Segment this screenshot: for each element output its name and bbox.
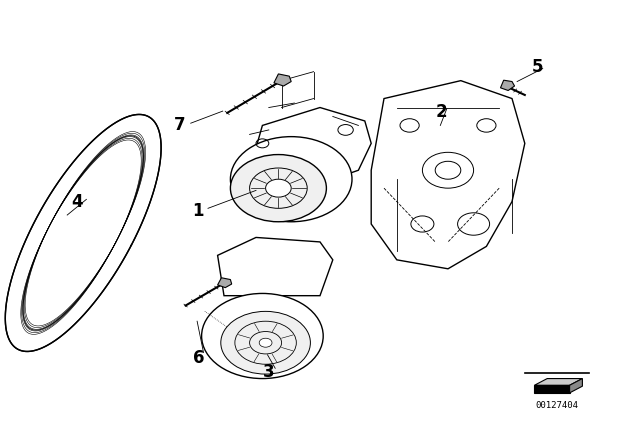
Polygon shape: [534, 385, 570, 393]
Polygon shape: [570, 379, 582, 393]
Text: 3: 3: [263, 363, 275, 381]
Polygon shape: [218, 278, 232, 288]
Text: 00127404: 00127404: [535, 401, 579, 410]
Text: 1: 1: [193, 202, 204, 220]
Polygon shape: [5, 114, 161, 352]
Text: 6: 6: [193, 349, 204, 367]
Ellipse shape: [221, 311, 310, 374]
Ellipse shape: [230, 137, 352, 222]
Polygon shape: [250, 108, 371, 184]
Text: 5: 5: [532, 58, 543, 76]
Text: 2: 2: [436, 103, 447, 121]
Ellipse shape: [202, 293, 323, 379]
Ellipse shape: [259, 338, 272, 347]
Polygon shape: [218, 237, 333, 296]
Text: 7: 7: [173, 116, 185, 134]
Polygon shape: [500, 80, 515, 90]
Text: 4: 4: [71, 193, 83, 211]
Polygon shape: [371, 81, 525, 269]
Ellipse shape: [266, 179, 291, 197]
Polygon shape: [274, 74, 291, 86]
Polygon shape: [534, 379, 582, 385]
Ellipse shape: [230, 155, 326, 222]
